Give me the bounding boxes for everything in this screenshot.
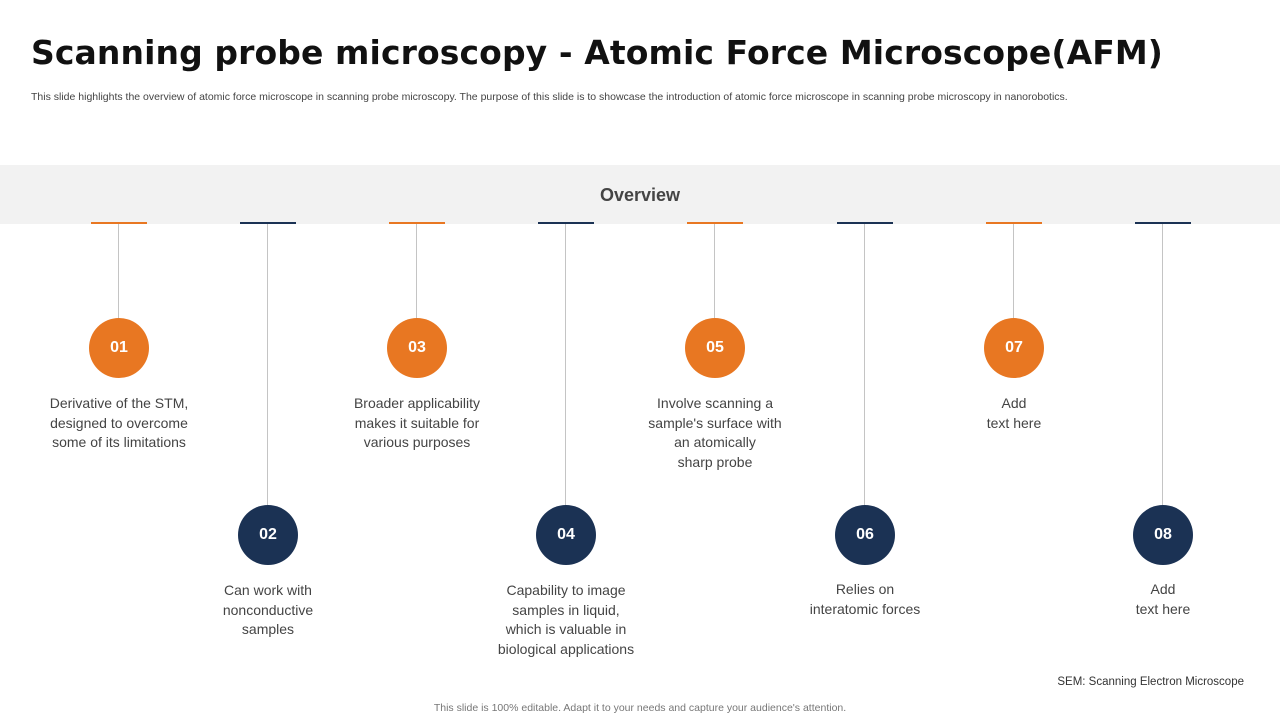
step-connector <box>416 224 417 318</box>
step-03: 03 Broader applicability makes it suitab… <box>322 222 512 682</box>
step-cap <box>538 222 594 224</box>
step-description: Add text here <box>1135 581 1191 617</box>
step-cap <box>1135 222 1191 224</box>
step-04: 04 Capability to image samples in liquid… <box>471 222 661 682</box>
step-02: 02 Can work with nonconductive samples <box>173 222 363 682</box>
overview-label: Overview <box>599 185 681 205</box>
step-connector <box>565 224 566 505</box>
step-number-badge: 05 <box>685 318 745 378</box>
step-cap <box>837 222 893 224</box>
footnote: SEM: Scanning Electron Microscope <box>1057 676 1244 688</box>
step-07: 07 Add text here <box>919 222 1109 682</box>
step-description: Broader applicability makes it suitable … <box>353 395 481 450</box>
step-connector <box>864 224 865 505</box>
footer-note: This slide is 100% editable. Adapt it to… <box>433 702 847 714</box>
step-number-badge: 07 <box>984 318 1044 378</box>
step-number-badge: 01 <box>89 318 149 378</box>
step-06: 06 Relies on interatomic forces <box>770 222 960 682</box>
step-description: Can work with nonconductive samples <box>222 582 314 637</box>
step-number-badge: 08 <box>1133 505 1193 565</box>
step-number-badge: 02 <box>238 505 298 565</box>
step-number-badge: 04 <box>536 505 596 565</box>
overview-band <box>0 165 1280 224</box>
step-08: 08 Add text here <box>1068 222 1258 682</box>
step-cap <box>91 222 147 224</box>
step-connector <box>1013 224 1014 318</box>
step-description: Derivative of the STM, designed to overc… <box>49 395 189 450</box>
step-01: 01 Derivative of the STM, designed to ov… <box>24 222 214 682</box>
step-connector <box>714 224 715 318</box>
step-number-badge: 06 <box>835 505 895 565</box>
step-cap <box>240 222 296 224</box>
step-connector <box>1162 224 1163 505</box>
step-number-badge: 03 <box>387 318 447 378</box>
step-connector <box>267 224 268 505</box>
step-connector <box>118 224 119 318</box>
slide-subtitle: This slide highlights the overview of at… <box>31 91 1068 103</box>
step-description: Relies on interatomic forces <box>809 581 921 617</box>
step-cap <box>389 222 445 224</box>
step-cap <box>986 222 1042 224</box>
step-05: 05 Involve scanning a sample's surface w… <box>620 222 810 682</box>
slide-title: Scanning probe microscopy - Atomic Force… <box>31 33 1163 72</box>
step-description: Add text here <box>986 395 1042 431</box>
step-description: Involve scanning a sample's surface with… <box>648 395 782 470</box>
step-cap <box>687 222 743 224</box>
step-description: Capability to image samples in liquid, w… <box>497 582 635 657</box>
